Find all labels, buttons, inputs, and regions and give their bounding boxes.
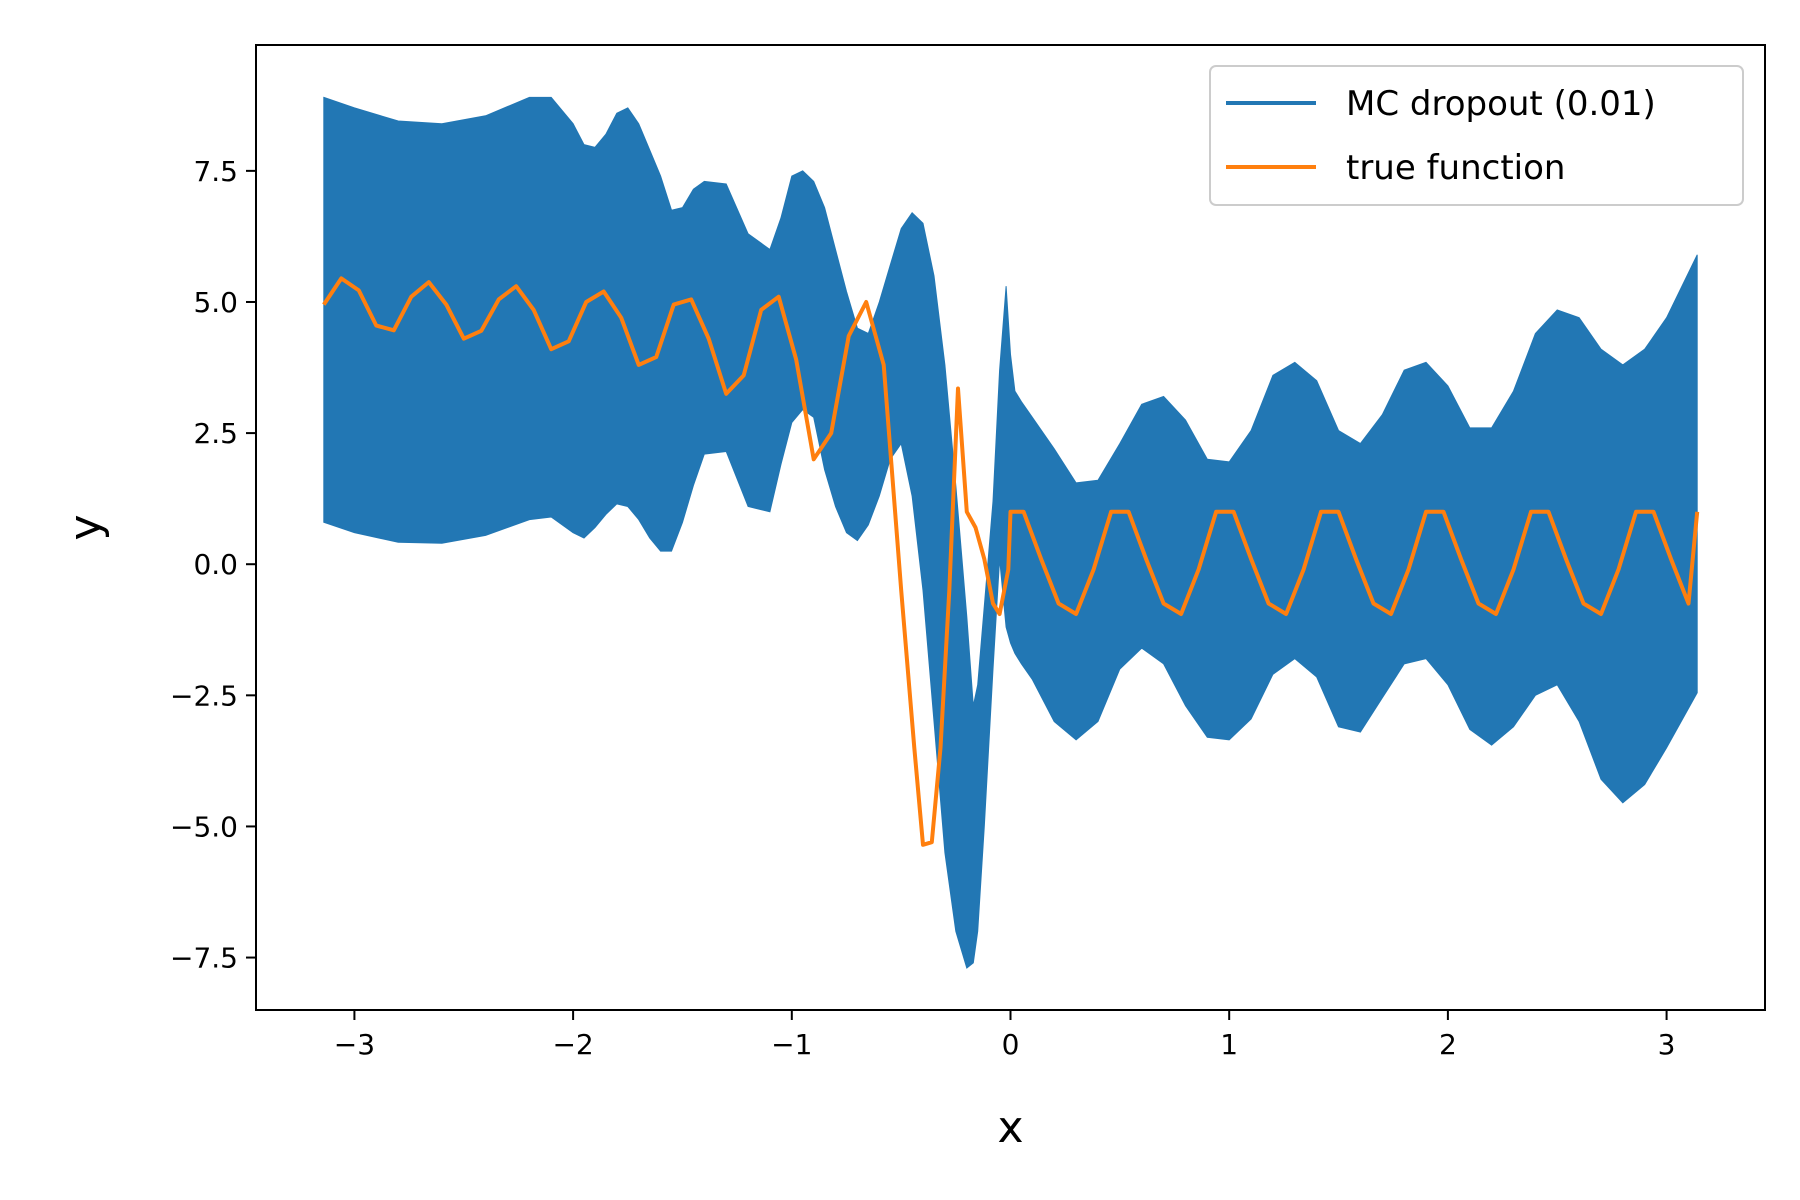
x-tick-label: 1 (1220, 1028, 1238, 1061)
y-tick-label: 7.5 (193, 155, 238, 188)
x-tick-label: −3 (334, 1028, 375, 1061)
y-tick-label: 5.0 (193, 286, 238, 319)
y-tick-label: 0.0 (193, 548, 238, 581)
y-tick-label: −2.5 (170, 679, 238, 712)
x-tick-label: 0 (1002, 1028, 1020, 1061)
axes: −3 −2 −1 0 1 2 3 −7.5 −5.0 −2.5 0.0 2.5 5.0 7.5 x y (60, 44, 1766, 1153)
legend-label: true function (1346, 148, 1565, 188)
y-tick-label: −7.5 (170, 942, 238, 975)
legend-box (1209, 65, 1744, 206)
y-axis-label: y (60, 514, 111, 540)
legend: MC dropout (0.01) true function (1209, 65, 1744, 206)
series-line-true-function (322, 276, 1700, 847)
x-tick-label: 2 (1439, 1028, 1457, 1061)
y-tick-label: −5.0 (170, 810, 238, 843)
x-axis-label: x (997, 1102, 1023, 1153)
plot-area (322, 96, 1700, 969)
x-tick-label: −1 (771, 1028, 812, 1061)
y-tick-label: 2.5 (193, 417, 238, 450)
legend-label: MC dropout (0.01) (1346, 84, 1656, 124)
x-tick-label: −2 (552, 1028, 593, 1061)
x-tick-label: 3 (1658, 1028, 1676, 1061)
